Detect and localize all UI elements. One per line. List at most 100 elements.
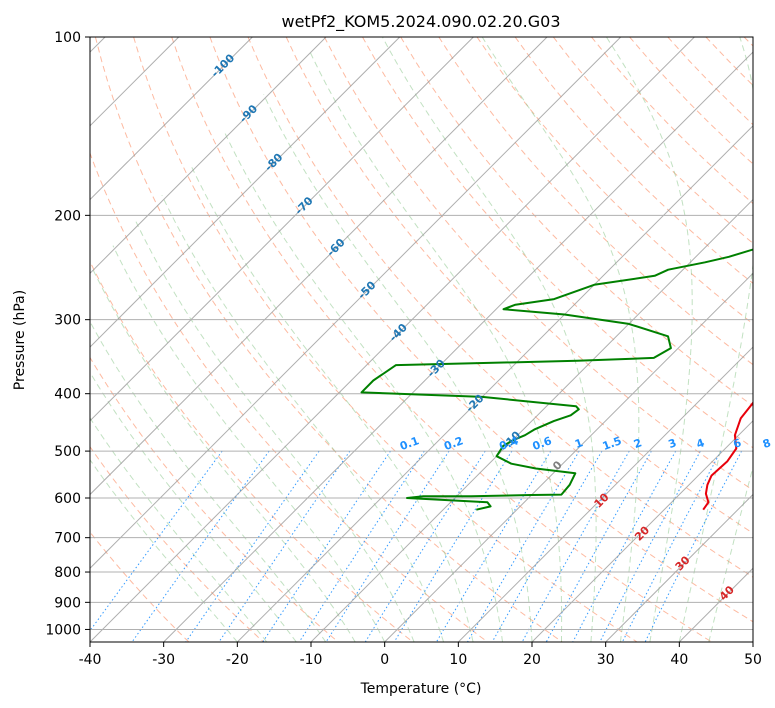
dry-adiabat bbox=[438, 37, 753, 366]
x-tick-label: 30 bbox=[597, 652, 615, 668]
mixing-ratio-line bbox=[262, 450, 391, 642]
y-tick-label: 600 bbox=[54, 491, 81, 507]
x-tick-label: -10 bbox=[300, 652, 323, 668]
x-tick-label: -20 bbox=[226, 652, 249, 668]
moist-adiabat bbox=[90, 320, 327, 642]
x-tick-label: 40 bbox=[670, 652, 688, 668]
mixing-ratio-line bbox=[185, 450, 320, 642]
mixing-ratio-label: 1.5 bbox=[601, 434, 624, 453]
isotherm-line bbox=[605, 493, 753, 642]
dry-adiabat bbox=[705, 37, 753, 87]
mixing-ratio-line bbox=[491, 450, 603, 642]
mixing-ratio-line bbox=[599, 450, 701, 642]
mixing-ratio-line bbox=[131, 450, 270, 642]
dry-adiabat bbox=[90, 260, 414, 642]
mixing-ratio-label: 3 bbox=[667, 436, 679, 451]
dry-adiabat bbox=[476, 37, 753, 325]
x-axis-title: Temperature (°C) bbox=[360, 681, 482, 697]
temperature-profile bbox=[702, 401, 753, 511]
isotherm-line bbox=[90, 37, 401, 348]
y-tick-label: 500 bbox=[54, 444, 81, 460]
isotherm-line bbox=[90, 37, 253, 201]
dry-adiabat bbox=[667, 37, 753, 126]
dry-adiabat bbox=[247, 37, 753, 578]
mixing-ratio-label: 0.2 bbox=[442, 434, 465, 453]
isotherm-line bbox=[457, 346, 753, 642]
dry-adiabat-label: 20 bbox=[632, 523, 652, 543]
y-tick-label: 800 bbox=[54, 565, 81, 581]
moist-adiabat bbox=[135, 221, 415, 642]
mixing-ratio-line bbox=[325, 450, 450, 642]
dry-adiabat bbox=[90, 445, 264, 642]
x-tick-label: -40 bbox=[79, 652, 102, 668]
y-tick-label: 100 bbox=[54, 30, 81, 46]
y-tick-label: 200 bbox=[54, 208, 81, 224]
mixing-ratio-line bbox=[621, 450, 722, 642]
x-tick-label: 20 bbox=[523, 652, 541, 668]
background-lines bbox=[90, 37, 753, 642]
moist-adiabat bbox=[263, 94, 533, 642]
isotherm-line bbox=[678, 567, 753, 642]
isotherm-line bbox=[163, 51, 753, 642]
dry-adiabat bbox=[591, 37, 753, 205]
y-tick-label: 300 bbox=[54, 313, 81, 329]
dry-adiabat bbox=[94, 37, 563, 642]
mixing-ratio-label: 0.1 bbox=[398, 434, 421, 453]
moist-adiabat bbox=[161, 195, 445, 642]
mixing-ratio-label: 1 bbox=[573, 436, 585, 451]
x-tick-label: -30 bbox=[152, 652, 175, 668]
mixing-ratio-label: 4 bbox=[695, 436, 707, 451]
dry-adiabat bbox=[90, 151, 488, 642]
dry-adiabat bbox=[552, 37, 753, 244]
moist-adiabat bbox=[90, 371, 297, 642]
mixing-ratio-line bbox=[218, 450, 351, 642]
isotherm-line bbox=[310, 198, 753, 642]
dry-adiabat bbox=[514, 37, 753, 284]
isotherm-line bbox=[384, 272, 753, 642]
dry-adiabat bbox=[743, 37, 753, 47]
mixing-ratio-line bbox=[572, 450, 677, 642]
moist-adiabat bbox=[90, 416, 268, 642]
x-tick-label: 10 bbox=[449, 652, 467, 668]
dry-adiabat bbox=[323, 37, 753, 491]
moist-adiabat bbox=[605, 37, 693, 642]
moist-adiabat bbox=[381, 37, 597, 642]
moist-adiabat bbox=[112, 245, 386, 642]
y-tick-label: 900 bbox=[54, 595, 81, 611]
moist-adiabat bbox=[708, 465, 753, 642]
mixing-ratio-line bbox=[298, 450, 425, 642]
dry-adiabat bbox=[133, 37, 638, 642]
moist-adiabat bbox=[308, 49, 563, 642]
y-tick-label: 400 bbox=[54, 387, 81, 403]
profiles bbox=[360, 248, 753, 511]
x-axis: -40 -30 -20 -10 0 10 20 30 40 50 bbox=[79, 642, 762, 668]
mixing-ratio-label: 8 bbox=[761, 436, 773, 451]
moist-adiabat bbox=[190, 165, 474, 642]
x-tick-label: 0 bbox=[380, 652, 389, 668]
moist-adiabat bbox=[678, 37, 753, 642]
moist-adiabat bbox=[91, 267, 356, 642]
y-axis: 100 200 300 400 500 600 700 800 900 1000 bbox=[45, 30, 90, 638]
dry-adiabat bbox=[209, 37, 753, 623]
isotherm-line bbox=[90, 37, 695, 642]
mixing-ratio-label: 2 bbox=[632, 436, 644, 451]
isotherm-line bbox=[236, 125, 753, 642]
mixing-ratio-label: 0.6 bbox=[531, 434, 554, 453]
isotherm-line bbox=[752, 641, 753, 642]
mixing-ratio-line bbox=[521, 450, 630, 642]
x-tick-label: 50 bbox=[744, 652, 762, 668]
dry-adiabat-label: 40 bbox=[717, 583, 737, 603]
y-tick-label: 1000 bbox=[45, 622, 81, 638]
y-axis-title: Pressure (hPa) bbox=[12, 290, 28, 390]
isotherm-line bbox=[90, 37, 474, 422]
mixing-ratio-label: 0.4 bbox=[498, 434, 521, 453]
isotherm-line bbox=[90, 37, 327, 275]
dry-adiabat-label: 10 bbox=[592, 490, 612, 510]
chart-title: wetPf2_KOM5.2024.090.02.20.G03 bbox=[281, 12, 560, 32]
dry-adiabat-label: 30 bbox=[673, 553, 693, 573]
dry-adiabat bbox=[90, 356, 339, 642]
mixing-ratio-line bbox=[364, 450, 486, 642]
plot-frame bbox=[89, 36, 754, 643]
